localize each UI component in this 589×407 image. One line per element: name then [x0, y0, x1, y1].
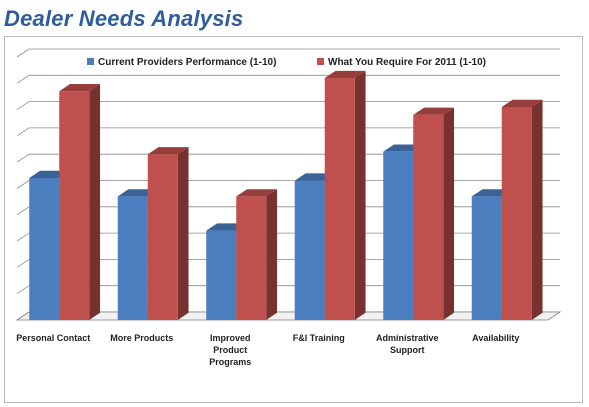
bar-top — [147, 147, 189, 155]
legend-label: What You Require For 2011 (1-10) — [328, 57, 486, 68]
chart-frame: Personal Contact More Products Improved Pro… — [4, 36, 583, 403]
bar-chart: Personal Contact More Products Improved Pro… — [15, 48, 562, 367]
gridline-depth — [16, 127, 30, 137]
bar-side — [177, 147, 189, 320]
category-label-line: Administrative — [376, 333, 439, 343]
legend-item: What You Require For 2011 (1-10) — [317, 57, 486, 68]
bar-side — [531, 99, 543, 320]
category-label-line: Support — [390, 345, 425, 355]
bar-side — [89, 83, 101, 320]
bars-layer — [29, 70, 543, 320]
category-group — [294, 70, 366, 320]
bar — [413, 107, 455, 320]
bar-front — [59, 91, 90, 320]
legend-swatch — [87, 58, 94, 65]
legend-item: Current Providers Performance (1-10) — [87, 57, 276, 68]
gridline-depth — [16, 180, 30, 189]
category-label-line: More Products — [110, 333, 173, 343]
category-label-line: F&I Training — [293, 333, 345, 343]
category-group — [471, 99, 543, 320]
category-group — [383, 107, 455, 320]
bar-front — [413, 114, 444, 320]
category-label: Availability — [472, 333, 519, 343]
bar-front — [117, 196, 148, 320]
category-label-line: Availability — [472, 333, 519, 343]
bar-front — [29, 177, 60, 320]
category-label-line: Improved — [210, 333, 251, 343]
gridline-depth — [16, 259, 30, 268]
bar-side — [443, 107, 455, 320]
bar — [147, 147, 189, 320]
category-label: More Products — [110, 333, 173, 343]
gridline-depth — [16, 285, 30, 295]
bar-front — [236, 196, 267, 320]
bar-side — [266, 189, 278, 320]
category-group — [206, 189, 278, 320]
bar-front — [324, 78, 355, 320]
legend-label: Current Providers Performance (1-10) — [98, 57, 276, 68]
bar-top — [236, 189, 278, 197]
gridline-depth — [16, 48, 30, 58]
bar-side — [354, 70, 366, 320]
category-label-line: Product — [213, 345, 247, 355]
gridline-depth — [16, 153, 30, 163]
bar-front — [501, 106, 532, 320]
bar-front — [383, 151, 414, 320]
category-label-line: Programs — [209, 357, 251, 367]
category-group — [117, 147, 189, 320]
bar — [59, 83, 101, 320]
bar — [501, 99, 543, 320]
bar-front — [294, 180, 325, 320]
gridline-depth — [16, 74, 30, 84]
category-label: Improved Product Programs — [209, 333, 251, 367]
category-label-line: Personal Contact — [16, 333, 90, 343]
category-label: F&I Training — [293, 333, 345, 343]
bar-top — [324, 70, 366, 79]
bar — [236, 189, 278, 320]
bar-top — [413, 107, 455, 115]
bar — [324, 70, 366, 320]
gridline-depth — [16, 101, 30, 110]
category-label: Administrative Support — [376, 333, 439, 355]
category-group — [29, 83, 101, 320]
gridline-depth — [16, 206, 30, 216]
category-label: Personal Contact — [16, 333, 90, 343]
gridline-depth — [16, 232, 30, 242]
bar-top — [501, 99, 543, 107]
bar-top — [59, 83, 101, 92]
legend: Current Providers Performance (1-10) What… — [87, 57, 486, 68]
bar-front — [147, 154, 178, 320]
category-labels: Personal Contact More Products Improved Pro… — [16, 333, 519, 367]
legend-swatch — [317, 58, 324, 65]
bar-front — [206, 230, 237, 320]
page-title: Dealer Needs Analysis — [4, 6, 244, 31]
bar-front — [471, 196, 502, 320]
